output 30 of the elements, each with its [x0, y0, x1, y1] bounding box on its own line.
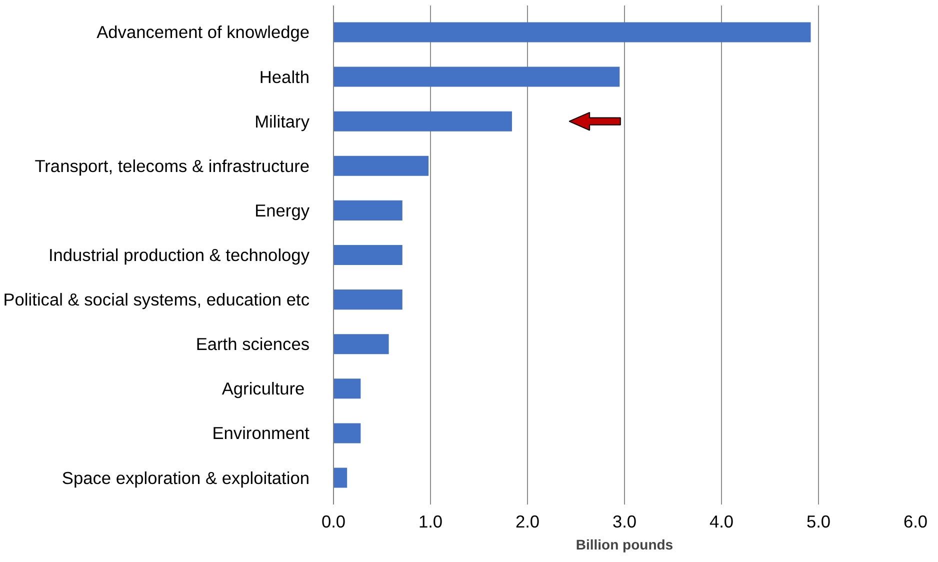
y-tick-label: Earth sciences	[196, 334, 310, 354]
bar	[334, 334, 389, 354]
bar	[334, 423, 361, 444]
bar	[334, 200, 402, 220]
bar	[334, 468, 348, 488]
x-tick-label: 4.0	[709, 512, 734, 532]
x-tick-label: 3.0	[612, 512, 637, 532]
bar	[334, 290, 402, 310]
bar	[334, 66, 620, 87]
y-tick-label: Political & social systems, education etc	[3, 290, 310, 310]
bar	[334, 111, 512, 132]
y-tick-label: Space exploration & exploitation	[62, 468, 310, 488]
x-tick-label: 2.0	[515, 512, 540, 532]
y-tick-label: Industrial production & technology	[48, 245, 310, 265]
bar	[334, 156, 429, 176]
x-tick-label: 6.0	[903, 512, 928, 532]
y-tick-label: Environment	[212, 423, 310, 444]
bar	[334, 244, 402, 266]
y-tick-label: Energy	[254, 200, 310, 220]
y-tick-label: Transport, telecoms & infrastructure	[34, 156, 310, 176]
y-tick-label: Advancement of knowledge	[96, 22, 310, 42]
x-tick-label: 1.0	[418, 512, 443, 532]
x-axis-title: Billion pounds	[576, 536, 674, 552]
y-tick-label: Health	[259, 66, 310, 87]
x-tick-label: 0.0	[321, 512, 346, 532]
y-tick-label: Military	[254, 111, 310, 132]
x-tick-label: 5.0	[806, 512, 831, 532]
bar	[334, 22, 811, 42]
bar	[334, 378, 361, 399]
y-tick-label: Agriculture	[222, 378, 305, 399]
